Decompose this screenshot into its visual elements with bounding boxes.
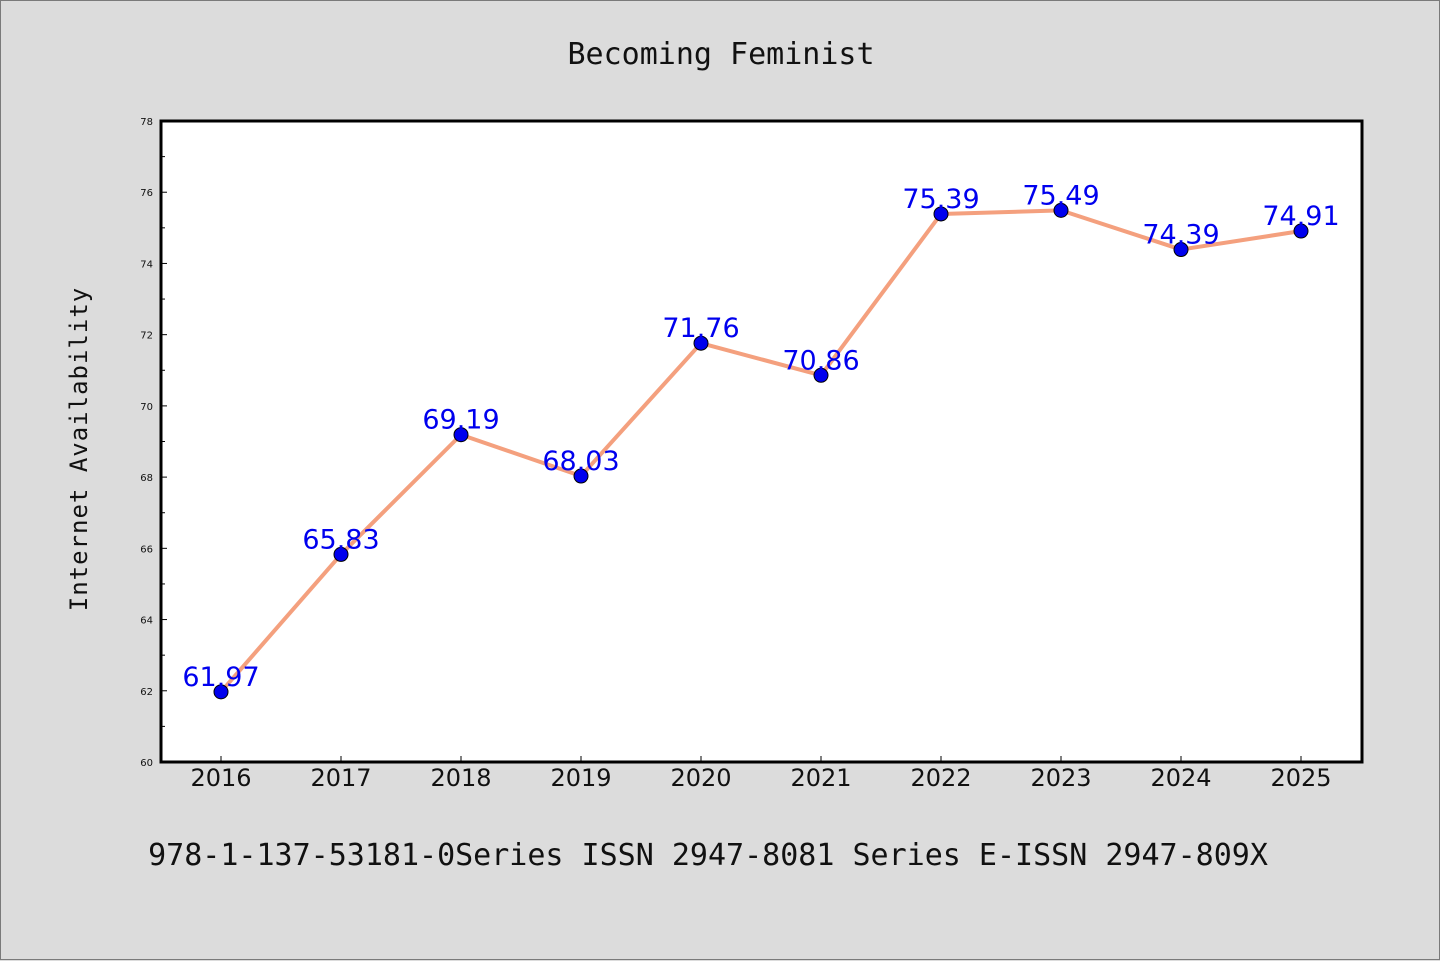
x-tick-label: 2024 xyxy=(1150,764,1211,792)
data-point xyxy=(933,206,949,222)
y-tick-label: 76 xyxy=(140,188,153,199)
data-label: 74.91 xyxy=(1262,201,1339,232)
data-label: 65.83 xyxy=(302,524,379,555)
x-tick-label: 2018 xyxy=(430,764,491,792)
x-tick-label: 2017 xyxy=(310,764,371,792)
data-label: 68.03 xyxy=(542,446,619,477)
x-tick-label: 2016 xyxy=(190,764,251,792)
y-tick-label: 60 xyxy=(140,758,153,769)
y-tick-label: 68 xyxy=(140,473,153,484)
x-tick-label: 2019 xyxy=(550,764,611,792)
y-tick-label: 66 xyxy=(140,544,153,555)
data-label: 75.39 xyxy=(902,184,979,215)
x-tick-label: 2021 xyxy=(790,764,851,792)
axes-frame xyxy=(159,119,1364,764)
y-tick-label: 70 xyxy=(140,402,153,413)
y-axis: 60 62 64 66 68 70 72 74 76 78 xyxy=(140,117,167,769)
y-tick-label: 74 xyxy=(140,259,153,270)
x-tick-label: 2022 xyxy=(910,764,971,792)
data-point xyxy=(813,367,829,383)
footer-isbn-text: 978-1-137-53181-0Series ISSN 2947-8081 S… xyxy=(148,838,1268,873)
data-point xyxy=(453,427,469,443)
x-axis: 2016 2017 2018 2019 2020 2021 2022 2023 2024 2025 xyxy=(190,756,1332,792)
data-label: 71.76 xyxy=(662,313,739,344)
y-tick-label: 78 xyxy=(140,117,153,128)
y-tick-label: 72 xyxy=(140,331,153,342)
y-tick-label: 62 xyxy=(140,687,153,698)
data-point xyxy=(1173,242,1189,258)
x-tick-label: 2020 xyxy=(670,764,731,792)
x-tick-label: 2023 xyxy=(1030,764,1091,792)
data-label: 70.86 xyxy=(782,345,859,376)
data-label: 75.49 xyxy=(1022,180,1099,211)
y-axis-label: Internet Availability xyxy=(65,287,93,611)
plot-area xyxy=(161,121,1362,762)
data-point xyxy=(693,335,709,351)
data-point xyxy=(1293,223,1309,239)
data-label: 61.97 xyxy=(182,662,259,693)
chart-title: Becoming Feminist xyxy=(567,37,874,72)
data-point xyxy=(333,546,349,562)
data-label: 69.19 xyxy=(422,405,499,436)
data-point xyxy=(1053,202,1069,218)
series-line xyxy=(219,208,1303,694)
data-label: 74.39 xyxy=(1142,220,1219,251)
series-group: 61.97 65.83 69.19 68.03 71.76 70.86 75.39 75.49… xyxy=(182,180,1340,700)
x-tick-label: 2025 xyxy=(1270,764,1331,792)
y-tick-label: 64 xyxy=(140,616,153,627)
data-point xyxy=(573,468,589,484)
data-point xyxy=(213,684,229,700)
